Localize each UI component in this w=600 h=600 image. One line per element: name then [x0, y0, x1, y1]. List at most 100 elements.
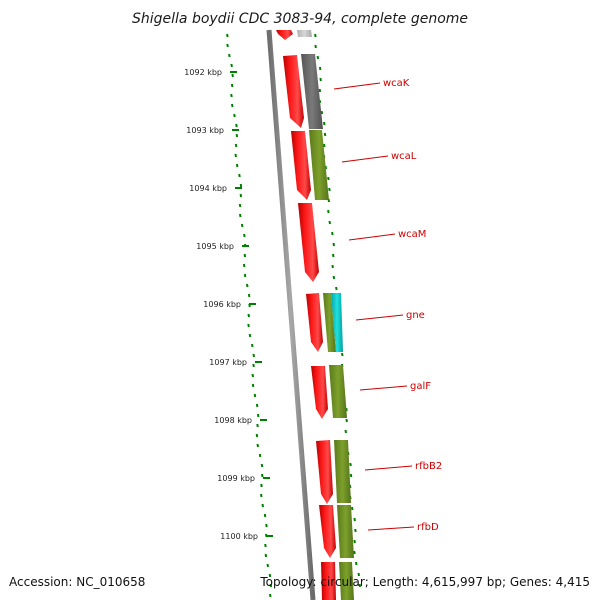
- cog-block-gne-a: [323, 293, 336, 352]
- cds-arrow-gne: [306, 293, 323, 352]
- gc-dot-outer: [328, 220, 331, 225]
- leader-line-galF: [359, 385, 408, 391]
- gc-dot-inner: [243, 233, 246, 238]
- gc-dot-inner: [230, 63, 233, 68]
- gc-dot-inner: [261, 503, 264, 508]
- gc-dot-inner: [228, 53, 231, 58]
- gc-dot-inner: [264, 543, 267, 548]
- gene-label-rfbB2: rfbB2: [415, 461, 442, 472]
- gc-dot-outer: [353, 517, 356, 522]
- gc-dot-outer: [355, 561, 358, 566]
- partial-features-top: [276, 30, 312, 40]
- cds-arrow-wcaL: [291, 131, 311, 200]
- scale-tick-label: 1099 kbp: [217, 474, 255, 483]
- gc-dot-outer: [332, 253, 335, 258]
- cog-block-gne-b: [331, 293, 343, 352]
- gc-dot-inner: [263, 513, 267, 518]
- gc-dot-outer: [349, 462, 352, 467]
- gene-features: [283, 54, 354, 600]
- gc-dot-inner: [239, 213, 242, 218]
- gc-dot-inner: [230, 83, 234, 88]
- gc-dot-inner: [252, 363, 255, 368]
- scale-ticks: 1092 kbp 1093 kbp 1094 kbp 1095 kbp 1096 kbp…: [184, 68, 273, 541]
- gc-dot-outer: [314, 33, 317, 38]
- gc-dot-inner: [258, 453, 262, 458]
- gc-dot-outer: [335, 286, 338, 291]
- gene-label-wcaM: wcaM: [398, 229, 426, 240]
- gc-dot-inner: [243, 273, 247, 278]
- gc-dot-inner: [233, 113, 236, 118]
- gc-dot-outer: [318, 66, 322, 71]
- cds-arrow-galF: [311, 366, 328, 419]
- cds-arrow-rfbD: [319, 505, 336, 558]
- gc-dot-inner: [260, 493, 263, 498]
- cog-block-rfbD: [337, 505, 354, 558]
- gc-dot-inner: [226, 43, 229, 48]
- gc-dot-inner: [256, 443, 259, 448]
- gc-dot-inner: [238, 173, 241, 178]
- gc-dot-outer: [341, 352, 344, 357]
- gc-dot-inner: [260, 463, 264, 468]
- gc-dot-inner: [240, 223, 244, 228]
- genome-summary-text: Topology: circular; Length: 4,615,997 bp…: [260, 575, 590, 589]
- gc-dot-inner: [269, 583, 273, 588]
- gc-dot-outer: [320, 110, 324, 115]
- gc-dot-outer: [327, 176, 330, 181]
- gc-dot-inner: [256, 423, 259, 428]
- gc-dot-outer: [318, 88, 322, 93]
- gc-dot-outer: [349, 473, 353, 478]
- gc-dot-inner: [230, 93, 233, 98]
- gc-dot-inner: [255, 433, 259, 438]
- scale-tick-label: 1092 kbp: [184, 68, 222, 77]
- scale-tick-label: 1100 kbp: [220, 532, 258, 541]
- leader-line-wcaL: [341, 155, 389, 163]
- scale-tick-label: 1095 kbp: [196, 242, 234, 251]
- accession-text: Accession: NC_010658: [9, 575, 146, 589]
- scale-tick-label: 1094 kbp: [189, 184, 227, 193]
- gc-dot-inner: [248, 333, 252, 338]
- gc-dot-inner: [231, 103, 234, 108]
- gc-dot-inner: [268, 573, 272, 578]
- gc-dot-inner: [239, 193, 243, 198]
- gc-dot-inner: [238, 203, 242, 208]
- gc-dot-inner: [256, 413, 260, 418]
- gene-label-rfbD: rfbD: [417, 522, 439, 533]
- gc-dot-inner: [247, 313, 250, 318]
- gene-labels: wcaK wcaL wcaM gne galF rfbB2 rfbD: [333, 78, 442, 533]
- gc-dot-inner: [255, 403, 259, 408]
- gc-dot-inner: [239, 183, 243, 188]
- scale-tick-label: 1096 kbp: [203, 300, 241, 309]
- gc-dot-outer: [332, 275, 336, 280]
- leader-line-rfbB2: [364, 465, 413, 471]
- gc-dot-inner: [253, 393, 257, 398]
- leader-line-wcaK: [333, 82, 381, 90]
- gc-dot-inner: [235, 123, 238, 128]
- gc-dot-outer: [323, 121, 326, 126]
- gene-label-gne: gne: [406, 310, 425, 321]
- scale-tick-label: 1098 kbp: [214, 416, 252, 425]
- cds-arrow-wcaM: [298, 203, 319, 282]
- gc-dot-inner: [234, 143, 238, 148]
- scale-tick-label: 1097 kbp: [209, 358, 247, 367]
- gc-dot-outer: [357, 572, 360, 577]
- gc-dot-inner: [226, 33, 229, 38]
- cds-arrow-partial-bottom: [321, 562, 336, 600]
- gc-dot-outer: [358, 583, 362, 588]
- gc-dot-outer: [316, 55, 320, 60]
- gc-dot-outer: [328, 187, 331, 192]
- gc-dot-outer: [323, 143, 326, 148]
- cds-arrow-partial-top: [276, 30, 293, 40]
- leader-line-wcaM: [348, 233, 396, 241]
- gc-dot-outer: [331, 264, 334, 269]
- cds-arrow-rfbB2: [316, 440, 333, 504]
- gc-dot-inner: [251, 373, 254, 378]
- cog-block-partial-top: [297, 30, 312, 37]
- gc-dot-outer: [344, 429, 347, 434]
- gc-dot-outer: [323, 132, 327, 137]
- gc-dot-inner: [252, 353, 255, 358]
- gc-dot-inner: [266, 563, 269, 568]
- cog-block-wcaL: [309, 130, 329, 200]
- gc-dot-outer: [319, 77, 322, 82]
- gc-dot-inner: [246, 283, 249, 288]
